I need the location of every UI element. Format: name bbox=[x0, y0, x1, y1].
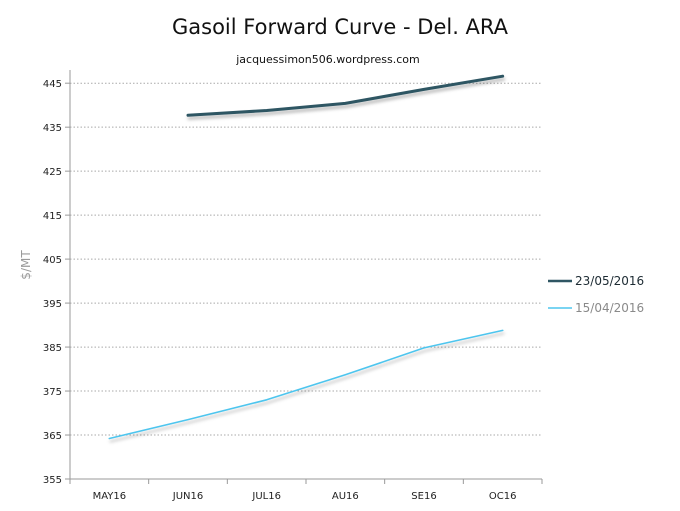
axes bbox=[65, 70, 543, 484]
legend: 23/05/2016 15/04/2016 bbox=[548, 274, 644, 315]
y-tick-label-395: 395 bbox=[43, 299, 62, 310]
chart-title: Gasoil Forward Curve - Del. ARA bbox=[172, 15, 509, 39]
y-tick-labels: 355 365 375 385 395 405 415 425 435 445 bbox=[43, 79, 62, 486]
y-tick-label-415: 415 bbox=[43, 211, 62, 222]
y-tick-label-375: 375 bbox=[43, 387, 62, 398]
x-tick-label-jun16: JUN16 bbox=[172, 491, 203, 502]
y-tick-label-435: 435 bbox=[43, 123, 62, 134]
x-tick-label-au16: AU16 bbox=[332, 491, 359, 502]
gridlines bbox=[70, 82, 542, 436]
series-line-0 bbox=[186, 74, 505, 117]
y-tick-label-425: 425 bbox=[43, 167, 62, 178]
chart-subtitle: jacquessimon506.wordpress.com bbox=[235, 53, 420, 66]
x-tick-labels: MAY16 JUN16 JUL16 AU16 SE16 OC16 bbox=[93, 491, 517, 502]
legend-label-0: 23/05/2016 bbox=[575, 274, 644, 288]
y-tick-label-385: 385 bbox=[43, 343, 62, 354]
y-tick-label-445: 445 bbox=[43, 79, 62, 90]
x-tick-label-oc16: OC16 bbox=[489, 491, 517, 502]
x-tick-label-may16: MAY16 bbox=[93, 491, 127, 502]
series-lines bbox=[108, 74, 505, 440]
y-tick-label-405: 405 bbox=[43, 255, 62, 266]
x-tick-label-se16: SE16 bbox=[411, 491, 436, 502]
y-tick-label-365: 365 bbox=[43, 431, 62, 442]
y-tick-label-355: 355 bbox=[43, 475, 62, 486]
y-axis-label: $/MT bbox=[19, 250, 33, 280]
series-line-1 bbox=[108, 329, 504, 440]
x-tick-label-jul16: JUL16 bbox=[251, 491, 281, 502]
legend-label-1: 15/04/2016 bbox=[575, 301, 644, 315]
